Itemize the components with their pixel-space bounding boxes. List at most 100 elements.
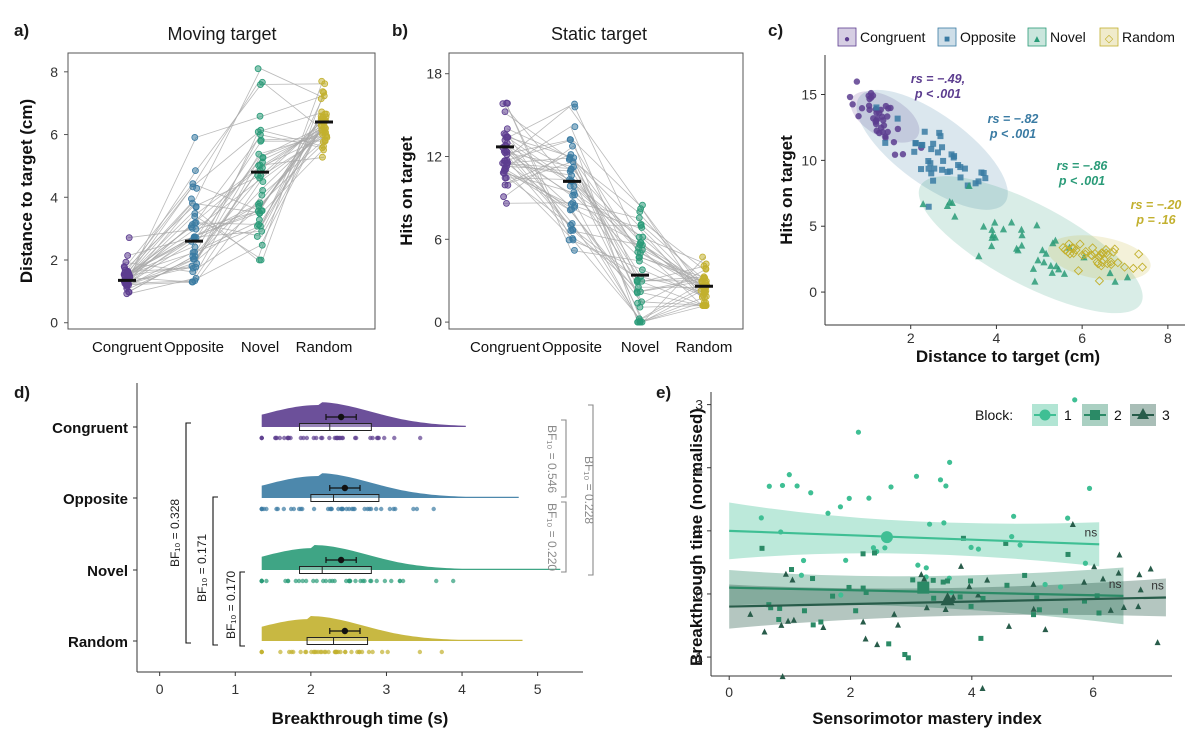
panel-e: e) Breakthrough time (normalised) Sensor… — [656, 383, 1172, 728]
panel-a-point — [257, 256, 265, 264]
panel-c-point-congruent — [890, 138, 898, 146]
panel-e-point-block-2 — [944, 578, 950, 584]
panel-b-point — [571, 246, 578, 254]
panel-e-point-block-3 — [1115, 569, 1122, 576]
panel-d-rain-point — [311, 506, 317, 512]
panel-a-xtick: Random — [296, 339, 353, 356]
panel-c-stat-line2-opposite: p < .001 — [989, 127, 1036, 141]
panel-e-ytick: -1 — [691, 649, 704, 665]
panel-c-point-opposite — [882, 139, 889, 146]
panel-b-point — [567, 165, 575, 173]
panel-e-centroid-block-1 — [880, 531, 893, 544]
panel-c-point-random — [1060, 245, 1070, 255]
panel-c-stat-line2-congruent: p < .001 — [914, 87, 961, 101]
panel-a-subject-line — [125, 95, 324, 287]
panel-a-subject-line — [128, 135, 327, 293]
panel-b-subject-line — [503, 169, 706, 323]
panel-d-rain-point — [349, 649, 354, 655]
panel-a-point — [191, 213, 199, 220]
panel-e-point-block-3 — [950, 593, 957, 600]
panel-e-point-block-3 — [895, 621, 902, 628]
panel-e-point-block-2 — [830, 593, 836, 599]
panel-b-point — [503, 199, 510, 207]
panel-d-box-opposite — [310, 494, 380, 502]
panel-d-density-random — [261, 616, 523, 641]
panel-c-point-congruent — [894, 125, 902, 133]
panel-c-label: c) — [768, 21, 783, 40]
panel-d-rain-point — [339, 435, 345, 441]
panel-c-xtick: 2 — [907, 330, 915, 346]
panel-e-point-block-2 — [905, 655, 911, 661]
legend-swatch-congruent — [837, 27, 857, 47]
panel-e-fit-line-block-1 — [729, 529, 1100, 546]
panel-d-rain-point — [286, 649, 292, 655]
panel-d-rain-point — [298, 649, 303, 655]
panel-d-rain-point — [274, 506, 279, 512]
panel-d-rain-point — [259, 578, 264, 584]
panel-d-rain-point — [312, 649, 317, 655]
panel-d-box-novel — [299, 566, 372, 574]
bf-congruent-random: BF₁₀ = 0.328 — [168, 499, 182, 567]
panel-d-rain-point — [298, 435, 304, 441]
panel-b-subject-line — [504, 147, 702, 323]
panel-b-xtick: Novel — [621, 339, 659, 356]
panel-c-point-random — [1106, 259, 1116, 270]
panel-d-density-opposite — [261, 473, 519, 498]
panel-a-point — [322, 129, 330, 136]
legend-label-opposite: Opposite — [960, 29, 1016, 45]
panel-a-point — [259, 178, 267, 186]
panel-c-point-novel — [988, 225, 996, 233]
panel-d-rain-point — [353, 435, 359, 441]
panel-d-rain-point — [327, 578, 333, 584]
panel-e-point-block-3 — [789, 576, 796, 583]
panel-e-centroid-block-3 — [940, 592, 955, 606]
panel-d-rain-point — [303, 578, 309, 584]
panel-b-subject-line — [504, 145, 703, 283]
panel-b-ytick: 6 — [434, 231, 442, 247]
panel-d-xtick: 3 — [383, 681, 391, 697]
panel-e-point-block-1 — [941, 520, 947, 526]
panel-d-rain-point — [332, 578, 337, 584]
panel-c-point-opposite — [944, 168, 951, 175]
panel-b-point — [569, 142, 576, 150]
panel-e-point-block-3 — [860, 618, 867, 625]
panel-c-point-novel — [1060, 269, 1069, 277]
panel-c-point-random — [1106, 257, 1116, 267]
panel-e-point-block-3 — [1099, 575, 1106, 582]
panel-d-rain-point — [334, 435, 339, 441]
panel-c-point-random — [1137, 262, 1148, 272]
panel-e-ytick: 3 — [695, 397, 703, 413]
panel-c-point-random — [1097, 257, 1107, 268]
panel-c-point-novel — [999, 225, 1008, 233]
panel-e-point-block-3 — [891, 610, 898, 617]
panel-c-point-novel — [943, 202, 952, 210]
panel-c-point-novel — [1033, 221, 1041, 229]
panel-d-ytick: Random — [68, 634, 128, 651]
panel-a-point — [255, 202, 263, 210]
bf-opposite-random: BF₁₀ = 0.171 — [195, 534, 209, 602]
panel-b-point — [565, 236, 573, 244]
panel-c-point-opposite — [972, 180, 979, 187]
panel-e-point-block-3 — [979, 685, 986, 692]
panel-e-point-block-3 — [1081, 578, 1088, 585]
panel-b-subject-line — [507, 160, 705, 282]
panel-e-point-block-2 — [1096, 610, 1102, 616]
panel-a-point — [120, 263, 128, 270]
panel-e-point-block-1 — [915, 562, 921, 568]
panel-c-point-opposite — [925, 165, 932, 172]
panel-d-rain-point — [400, 578, 406, 584]
panel-b-point — [637, 288, 644, 296]
panel-d-box-congruent — [299, 423, 372, 431]
panel-a-subject-line — [127, 68, 327, 277]
panel-c-point-opposite — [930, 177, 937, 184]
panel-b-point — [635, 214, 643, 222]
panel-e-point-block-2 — [940, 579, 946, 585]
panel-b-point — [634, 318, 642, 326]
legend-label-novel: Novel — [1050, 29, 1086, 45]
panel-c-point-opposite — [934, 149, 941, 156]
panel-b-ytick: 12 — [426, 149, 442, 165]
panel-e-point-block-2 — [1036, 607, 1042, 613]
panel-e-point-block-2 — [980, 595, 986, 601]
panel-c-point-novel — [1017, 225, 1026, 233]
panel-b-subject-line — [502, 157, 707, 294]
